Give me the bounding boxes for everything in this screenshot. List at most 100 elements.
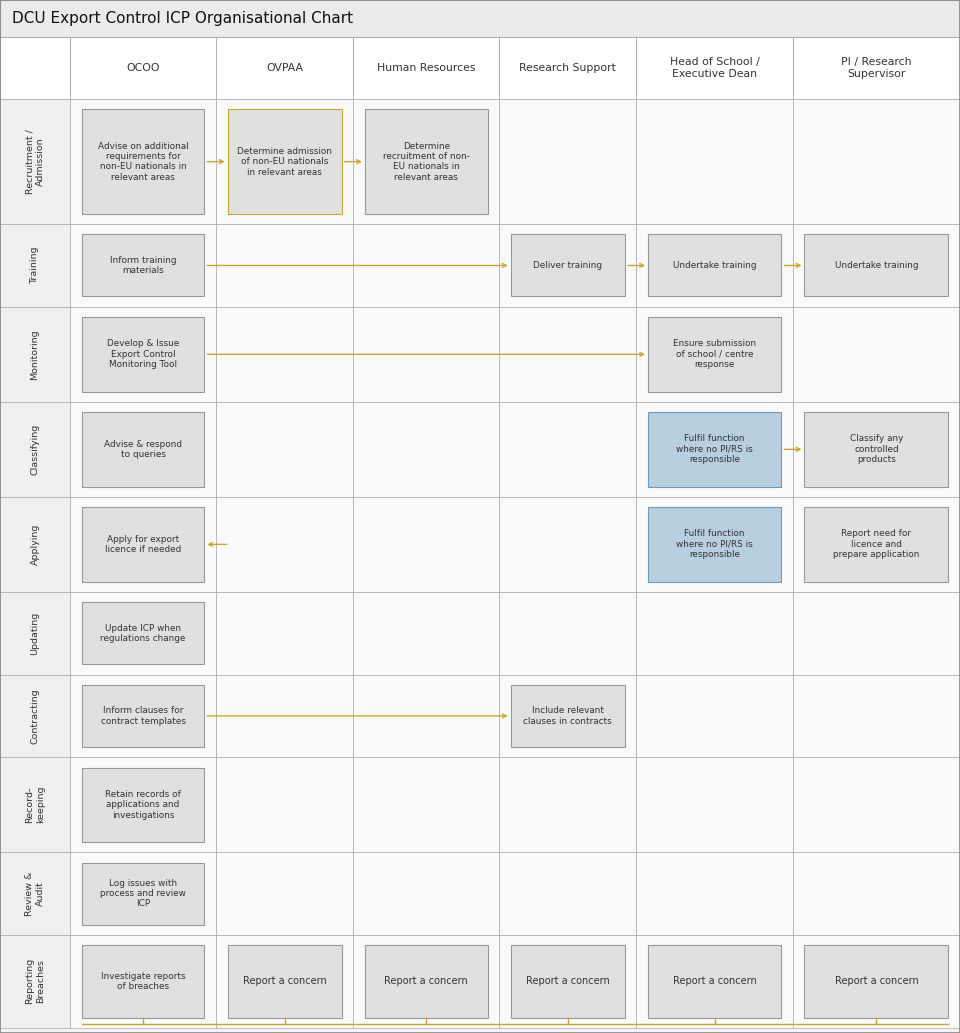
Bar: [216, 592, 353, 675]
Bar: [499, 99, 636, 224]
Text: Fulfil function
where no PI/RS is
responsible: Fulfil function where no PI/RS is respon…: [677, 530, 753, 559]
Bar: [82, 507, 204, 582]
Bar: [511, 945, 625, 1018]
Text: Updating: Updating: [31, 612, 39, 655]
Bar: [793, 757, 960, 852]
Bar: [793, 935, 960, 1028]
Bar: [636, 37, 793, 99]
Text: Review &
Audit: Review & Audit: [25, 872, 45, 915]
Text: OCOO: OCOO: [127, 63, 159, 73]
Text: Report a concern: Report a concern: [243, 976, 326, 987]
Text: Recruitment /
Admission: Recruitment / Admission: [25, 129, 45, 194]
Bar: [511, 234, 625, 296]
Text: Report a concern: Report a concern: [384, 976, 468, 987]
Bar: [216, 675, 353, 757]
Bar: [82, 412, 204, 487]
Bar: [70, 757, 216, 852]
Bar: [0, 99, 70, 224]
Bar: [82, 685, 204, 747]
Text: Determine
recruitment of non-
EU nationals in
relevant areas: Determine recruitment of non- EU nationa…: [383, 142, 469, 182]
Bar: [511, 685, 625, 747]
Bar: [499, 935, 636, 1028]
Bar: [793, 37, 960, 99]
Text: Determine admission
of non-EU nationals
in relevant areas: Determine admission of non-EU nationals …: [237, 147, 332, 177]
Bar: [0, 592, 70, 675]
Text: Retain records of
applications and
investigations: Retain records of applications and inves…: [105, 790, 181, 819]
Text: Contracting: Contracting: [31, 688, 39, 744]
Text: Ensure submission
of school / centre
response: Ensure submission of school / centre res…: [673, 340, 756, 369]
Bar: [793, 592, 960, 675]
Bar: [0, 0, 960, 37]
Bar: [793, 307, 960, 402]
Text: Update ICP when
regulations change: Update ICP when regulations change: [101, 624, 185, 643]
Bar: [353, 402, 499, 497]
Text: Include relevant
clauses in contracts: Include relevant clauses in contracts: [523, 707, 612, 725]
Text: Monitoring: Monitoring: [31, 328, 39, 380]
Bar: [216, 307, 353, 402]
Text: Classify any
controlled
products: Classify any controlled products: [850, 435, 903, 464]
Bar: [216, 224, 353, 307]
Text: Reporting
Breaches: Reporting Breaches: [25, 959, 45, 1004]
Bar: [636, 402, 793, 497]
Bar: [636, 99, 793, 224]
Text: Report a concern: Report a concern: [673, 976, 756, 987]
Bar: [353, 497, 499, 592]
Bar: [0, 307, 70, 402]
Bar: [0, 224, 70, 307]
Bar: [82, 768, 204, 842]
Bar: [353, 592, 499, 675]
Bar: [499, 497, 636, 592]
Bar: [636, 497, 793, 592]
Bar: [70, 99, 216, 224]
Bar: [82, 317, 204, 392]
Bar: [636, 852, 793, 935]
Text: Classifying: Classifying: [31, 424, 39, 475]
Bar: [636, 675, 793, 757]
Bar: [648, 945, 781, 1018]
Bar: [499, 852, 636, 935]
Bar: [70, 852, 216, 935]
Bar: [0, 497, 70, 592]
Text: PI / Research
Supervisor: PI / Research Supervisor: [841, 58, 912, 79]
Bar: [636, 307, 793, 402]
Bar: [70, 307, 216, 402]
Bar: [365, 109, 488, 214]
Bar: [70, 37, 216, 99]
Bar: [216, 935, 353, 1028]
Bar: [216, 757, 353, 852]
Text: Inform clauses for
contract templates: Inform clauses for contract templates: [101, 707, 185, 725]
Bar: [793, 852, 960, 935]
Bar: [804, 412, 948, 487]
Bar: [82, 863, 204, 925]
Text: Develop & Issue
Export Control
Monitoring Tool: Develop & Issue Export Control Monitorin…: [107, 340, 180, 369]
Bar: [636, 757, 793, 852]
Text: Apply for export
licence if needed: Apply for export licence if needed: [105, 535, 181, 554]
Bar: [0, 37, 70, 99]
Text: Investigate reports
of breaches: Investigate reports of breaches: [101, 972, 185, 991]
Bar: [499, 757, 636, 852]
Bar: [353, 37, 499, 99]
Text: Advise & respond
to queries: Advise & respond to queries: [104, 440, 182, 459]
Bar: [70, 497, 216, 592]
Bar: [82, 945, 204, 1018]
Text: Undertake training: Undertake training: [673, 261, 756, 270]
Text: Research Support: Research Support: [519, 63, 616, 73]
Bar: [82, 602, 204, 664]
Bar: [216, 497, 353, 592]
Bar: [70, 402, 216, 497]
Bar: [648, 234, 781, 296]
Bar: [793, 497, 960, 592]
Bar: [70, 935, 216, 1028]
Bar: [804, 507, 948, 582]
Bar: [70, 675, 216, 757]
Text: Inform training
materials: Inform training materials: [109, 256, 177, 275]
Bar: [499, 37, 636, 99]
Bar: [216, 99, 353, 224]
Text: Training: Training: [31, 247, 39, 284]
Text: DCU Export Control ICP Organisational Chart: DCU Export Control ICP Organisational Ch…: [12, 11, 353, 26]
Bar: [0, 935, 70, 1028]
Bar: [0, 402, 70, 497]
Text: Report need for
licence and
prepare application: Report need for licence and prepare appl…: [833, 530, 920, 559]
Bar: [216, 402, 353, 497]
Bar: [353, 757, 499, 852]
